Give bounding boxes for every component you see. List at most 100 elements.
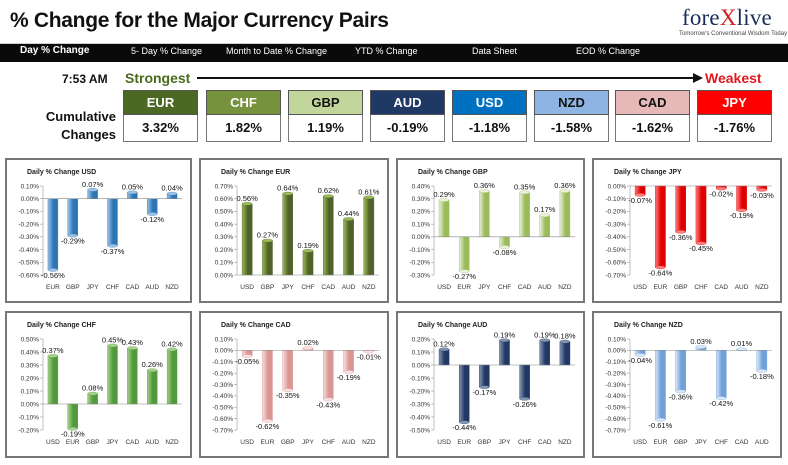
- y-tick-label: 0.40%: [412, 183, 431, 190]
- logo-wordmark-b: live: [736, 5, 772, 30]
- y-tick-label: -0.40%: [605, 234, 626, 241]
- bar-cap: [479, 385, 490, 389]
- y-tick-label: -0.50%: [18, 260, 39, 267]
- bar-cap: [127, 190, 138, 195]
- data-label: -0.45%: [689, 244, 713, 253]
- y-tick-label: -0.30%: [409, 272, 430, 279]
- bar: [499, 340, 510, 366]
- data-label: 0.37%: [42, 346, 64, 355]
- y-tick-label: -0.10%: [18, 209, 39, 216]
- chart-aud-svg: Daily % Change AUD 0.20% 0.10% 0.00% -0.10% -…: [409, 322, 575, 446]
- bar-cap: [459, 420, 470, 424]
- rank-currency: AUD: [370, 90, 445, 115]
- category-label: JPY: [302, 439, 315, 446]
- bar-cap: [302, 249, 314, 253]
- bar: [695, 185, 707, 244]
- category-label: AUD: [342, 439, 356, 446]
- bar: [47, 198, 59, 271]
- y-tick-label: -0.30%: [212, 382, 233, 389]
- bar: [675, 350, 686, 392]
- chart-title: Daily % Change CAD: [221, 322, 291, 329]
- category-label: CHF: [518, 439, 531, 446]
- data-label: 0.61%: [358, 187, 380, 196]
- data-label: -0.07%: [628, 196, 652, 205]
- data-label: -0.44%: [452, 423, 476, 432]
- bar-cap: [67, 426, 78, 431]
- data-label: -0.61%: [649, 421, 673, 430]
- bar-cap: [736, 347, 747, 351]
- y-tick-label: -0.70%: [605, 427, 626, 434]
- nav-month-to-date[interactable]: Month to Date % Change: [226, 46, 328, 56]
- y-tick-label: 0.20%: [412, 336, 431, 343]
- bar-cap: [87, 391, 98, 396]
- bar-cap: [736, 208, 747, 212]
- data-label: -0.18%: [750, 372, 774, 381]
- bar: [519, 192, 530, 238]
- nav-5day-change[interactable]: 5- Day % Change: [131, 46, 203, 56]
- bar: [438, 349, 450, 366]
- data-label: -0.36%: [669, 233, 693, 242]
- chart-title: Daily % Change AUD: [418, 322, 487, 329]
- category-label: AUD: [342, 284, 356, 291]
- category-label: USD: [46, 439, 60, 446]
- nav-eod-change[interactable]: EOD % Change: [576, 46, 641, 56]
- rank-cumulative-value: 1.82%: [206, 115, 281, 142]
- y-tick-label: -0.40%: [605, 393, 626, 400]
- y-tick-label: 0.70%: [215, 183, 234, 190]
- y-tick-label: -0.30%: [409, 401, 430, 408]
- y-tick-label: 0.00%: [412, 362, 431, 369]
- bar-cap: [87, 188, 98, 192]
- category-label: NZD: [558, 284, 572, 291]
- chart-gbp: Daily % Change GBP 0.40% 0.30% 0.20% 0.10% 0.…: [396, 158, 585, 303]
- y-tick-label: 0.10%: [215, 336, 234, 343]
- logo-wordmark: foreXlive: [682, 5, 772, 31]
- category-label: USD: [633, 439, 647, 446]
- bar-cap: [695, 345, 707, 349]
- bar-cap: [282, 191, 293, 196]
- forexlive-logo[interactable]: foreXlive Tomorrow's Conventional Wisdom…: [672, 5, 787, 41]
- category-label: NZD: [165, 284, 179, 291]
- category-label: EUR: [261, 439, 275, 446]
- bar: [519, 364, 530, 399]
- bar-cap: [519, 397, 530, 401]
- y-tick-label: 0.60%: [215, 196, 234, 203]
- data-label: -0.19%: [730, 211, 754, 220]
- bar: [363, 197, 375, 276]
- category-label: EUR: [654, 284, 668, 291]
- category-label: GBP: [674, 439, 688, 446]
- bar: [539, 215, 551, 238]
- data-label: -0.19%: [61, 430, 85, 439]
- category-label: JPY: [695, 439, 708, 446]
- bar: [282, 350, 293, 391]
- bar: [479, 190, 490, 238]
- chart-jpy: Daily % Change JPY 0.00% -0.10% -0.20% -0.30…: [592, 158, 782, 303]
- rank-cell-cad: CAD -1.62%: [615, 90, 690, 142]
- nav-ytd-change[interactable]: YTD % Change: [355, 46, 418, 56]
- category-label: CAD: [321, 284, 335, 291]
- bar: [559, 341, 571, 366]
- bar-cap: [67, 233, 78, 238]
- y-tick-label: -0.20%: [18, 427, 39, 434]
- bar: [736, 185, 747, 211]
- bar-cap: [363, 349, 375, 354]
- data-label: 0.03%: [690, 337, 712, 346]
- rank-currency: USD: [452, 90, 527, 115]
- bar: [323, 350, 334, 400]
- y-tick-label: -0.60%: [18, 272, 39, 279]
- nav-day-change[interactable]: Day % Change: [20, 45, 90, 56]
- data-label: 0.19%: [534, 330, 556, 339]
- y-tick-label: 0.00%: [608, 348, 627, 355]
- nav-data-sheet[interactable]: Data Sheet: [472, 46, 518, 56]
- category-label: EUR: [46, 284, 60, 291]
- category-label: GBP: [477, 439, 491, 446]
- category-label: GBP: [86, 439, 100, 446]
- chart-title: Daily % Change CHF: [27, 322, 97, 329]
- y-tick-label: 0.30%: [215, 234, 234, 241]
- bar: [262, 350, 273, 422]
- bar-cap: [166, 347, 178, 352]
- bar: [458, 236, 470, 272]
- strength-arrow-head-icon: [693, 73, 703, 83]
- data-label: -0.35%: [276, 391, 300, 400]
- data-label: -0.29%: [61, 237, 85, 246]
- data-label: -0.37%: [101, 247, 125, 256]
